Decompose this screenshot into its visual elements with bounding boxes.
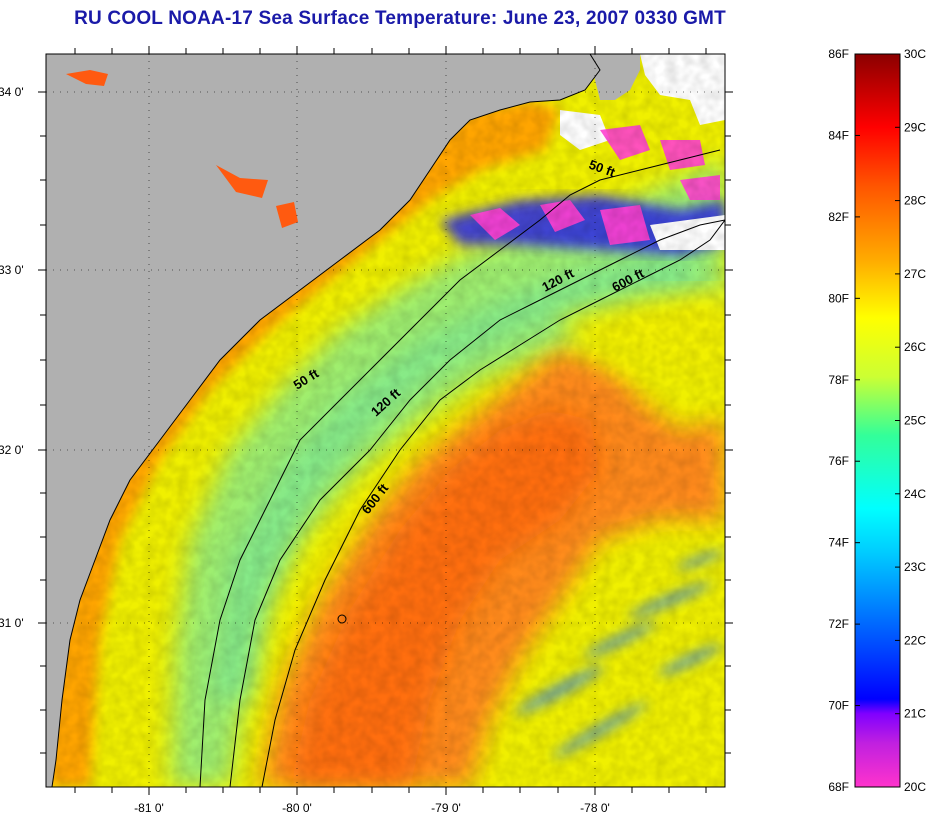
map-title: RU COOL NOAA-17 Sea Surface Temperature:… bbox=[74, 8, 726, 29]
colorbar-c-label: 25C bbox=[904, 414, 926, 428]
colorbar-c-label: 24C bbox=[904, 487, 926, 501]
lon-label-80: -80 0' bbox=[282, 801, 312, 815]
colorbar-f-label: 80F bbox=[828, 291, 849, 305]
colorbar-c-label: 27C bbox=[904, 267, 926, 281]
colorbar-c-label: 23C bbox=[904, 560, 926, 574]
colorbar-f-label: 70F bbox=[828, 699, 849, 713]
colorbar-c-label: 28C bbox=[904, 194, 926, 208]
colorbar-f-label: 86F bbox=[828, 47, 849, 61]
lat-label-34: 34 0' bbox=[0, 85, 24, 99]
colorbar-f-label: 82F bbox=[828, 210, 849, 224]
lat-label-32: 32 0' bbox=[0, 443, 24, 457]
cape-land bbox=[590, 54, 640, 100]
colorbar-c-label: 21C bbox=[904, 707, 926, 721]
colorbar-f-label: 76F bbox=[828, 454, 849, 468]
colorbar-c-label: 22C bbox=[904, 633, 926, 647]
axis-ticks bbox=[38, 46, 733, 795]
colorbar-c-label: 26C bbox=[904, 340, 926, 354]
colorbar-c-label: 30C bbox=[904, 47, 926, 61]
colorbar-c-label: 20C bbox=[904, 780, 926, 794]
colorbar-f-label: 72F bbox=[828, 617, 849, 631]
colorbar-f-label: 68F bbox=[828, 780, 849, 794]
lat-label-33: 33 0' bbox=[0, 263, 24, 277]
lat-label-31: 31 0' bbox=[0, 616, 24, 630]
colorbar-f-label: 84F bbox=[828, 128, 849, 142]
land-mass bbox=[46, 54, 600, 787]
lon-label-78: -78 0' bbox=[580, 801, 610, 815]
lon-label-79: -79 0' bbox=[431, 801, 461, 815]
colorbar bbox=[854, 53, 901, 788]
map-frame bbox=[45, 53, 726, 788]
colorbar-f-ticks bbox=[855, 53, 860, 788]
buoy-marker bbox=[337, 614, 347, 624]
colorbar-f-label: 78F bbox=[828, 373, 849, 387]
colorbar-f-label: 74F bbox=[828, 536, 849, 550]
isobath-600ft bbox=[261, 219, 725, 787]
inland-lakes bbox=[66, 70, 298, 228]
colorbar-c-ticks bbox=[895, 53, 900, 788]
colorbar-c-label: 29C bbox=[904, 120, 926, 134]
coastline bbox=[51, 54, 601, 787]
lon-label-81: -81 0' bbox=[134, 801, 164, 815]
isobath-50ft bbox=[199, 149, 721, 787]
isobath-120ft bbox=[229, 219, 725, 787]
